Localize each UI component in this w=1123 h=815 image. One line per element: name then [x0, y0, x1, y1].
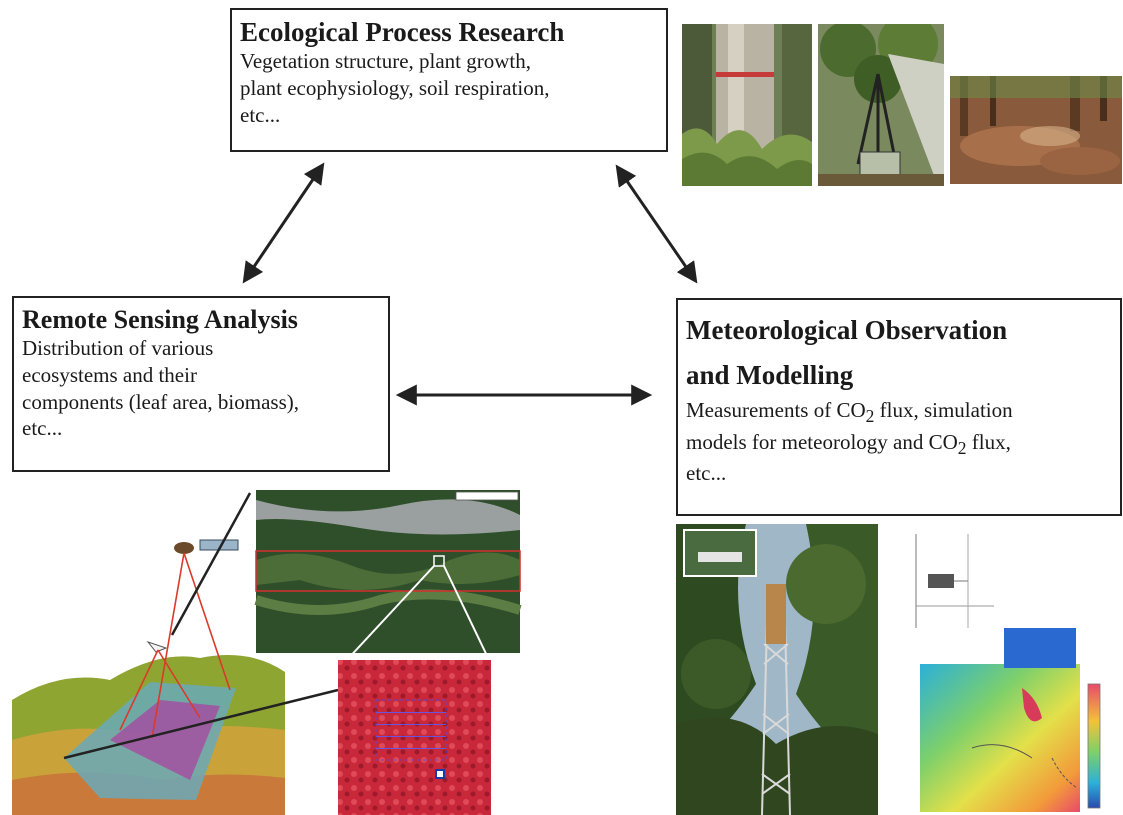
remote-sensing-line-3: components (leaf area, biomass),: [22, 389, 299, 414]
remote-sensing-box: Remote Sensing Analysis Distribution of …: [12, 296, 390, 472]
ecological-line-3: etc...: [240, 102, 281, 127]
ecological-line-1: Vegetation structure, plant growth,: [240, 49, 532, 74]
meteorological-line-2: models for meteorology and CO2 flux,: [686, 429, 1011, 458]
arrow-eco-remote-sensing: [242, 162, 325, 284]
meteorological-title: Meteorological Observation and Modelling: [686, 308, 1112, 397]
ecological-process-title: Ecological Process Research: [240, 17, 565, 47]
remote-sensing-line-4: etc...: [22, 416, 63, 441]
ecological-line-2: plant ecophysiology, soil respiration,: [240, 76, 550, 101]
arrow-eco-meteorology: [615, 164, 698, 284]
meteorological-line-3: etc...: [686, 461, 727, 485]
meteorological-box: Meteorological Observation and Modelling…: [676, 298, 1122, 516]
remote-sensing-line-1: Distribution of various: [22, 336, 214, 361]
meteorological-line-1: Measurements of CO2 flux, simulation: [686, 398, 1013, 427]
ecological-process-box: Ecological Process Research Vegetation s…: [230, 8, 668, 152]
forest-floor-photo: [950, 76, 1122, 184]
flux-tower-photo: [676, 524, 878, 815]
ecological-process-description: Vegetation structure, plant growth, plan…: [240, 48, 658, 128]
co2-flux-map: [912, 628, 1123, 815]
tree-trunk-photo: [682, 24, 812, 186]
remote-sensing-description: Distribution of various ecosystems and t…: [22, 335, 380, 442]
meteorological-description: Measurements of CO2 flux, simulation mod…: [686, 397, 1112, 488]
remote-sensing-title: Remote Sensing Analysis: [22, 305, 298, 334]
meteorological-title-line-2: and Modelling: [686, 359, 854, 390]
meteorological-title-line-1: Meteorological Observation: [686, 315, 1008, 345]
remote-sensing-line-2: ecosystems and their: [22, 362, 197, 387]
tripod-instrument-photo: [818, 24, 944, 186]
